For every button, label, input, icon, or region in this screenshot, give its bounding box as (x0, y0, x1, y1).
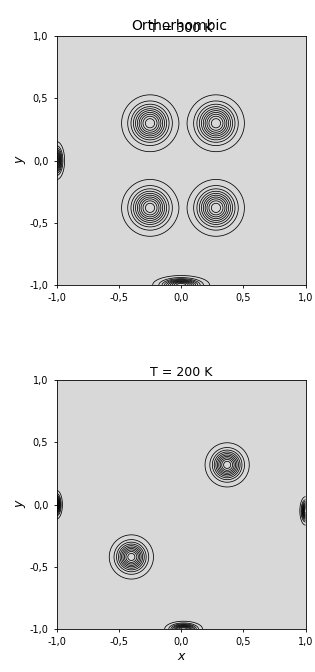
X-axis label: x: x (177, 650, 185, 663)
Text: Orthorhombic: Orthorhombic (132, 19, 227, 33)
Y-axis label: y: y (14, 501, 26, 509)
Y-axis label: y: y (14, 157, 26, 164)
Title: T = 200 K: T = 200 K (150, 366, 212, 379)
Title: T = 300 K: T = 300 K (150, 22, 212, 35)
